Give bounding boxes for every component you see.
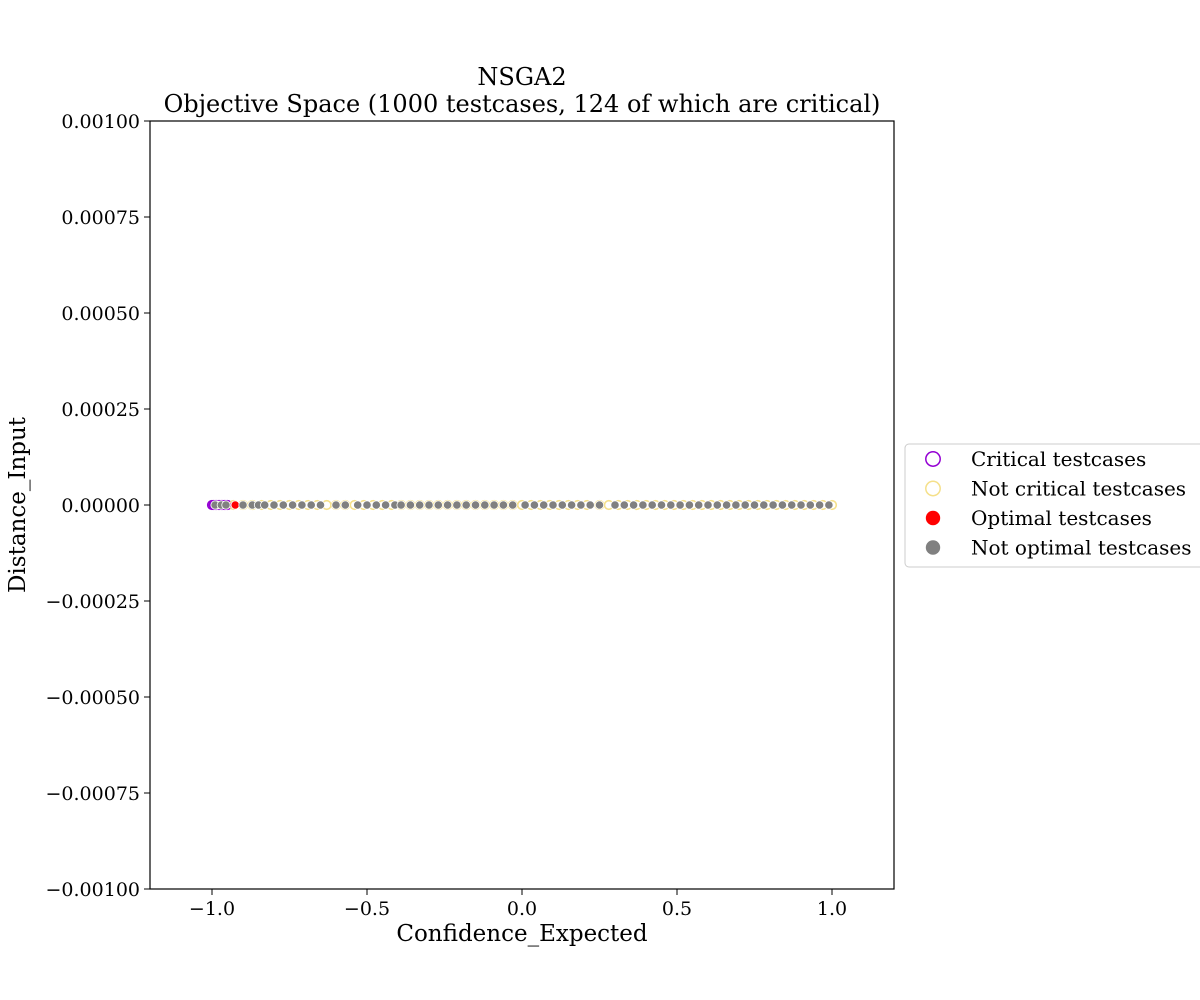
data-point-3-40 bbox=[585, 500, 595, 510]
data-point-3-13 bbox=[331, 500, 341, 510]
x-tick-label: 1.0 bbox=[817, 898, 847, 920]
y-tick-label: 0.00025 bbox=[61, 399, 140, 421]
y-tick-label: 0.00100 bbox=[61, 111, 140, 133]
data-point-3-61 bbox=[787, 500, 797, 510]
y-tick-label: 0.00050 bbox=[61, 303, 140, 325]
legend: Critical testcases Not critical testcases… bbox=[904, 443, 1200, 568]
data-point-3-60 bbox=[777, 500, 788, 510]
data-point-3-59 bbox=[768, 500, 778, 510]
y-tick-label: −0.00100 bbox=[46, 879, 141, 901]
data-point-3-46 bbox=[647, 500, 657, 510]
data-points bbox=[206, 499, 838, 511]
data-point-3-41 bbox=[594, 500, 605, 510]
data-point-3-15 bbox=[353, 500, 363, 510]
x-axis-label: Confidence_Expected bbox=[396, 921, 648, 947]
data-point-3-28 bbox=[470, 500, 481, 510]
x-tick-label: −1.0 bbox=[189, 898, 235, 920]
y-axis-ticks: 0.00100 0.00075 0.00050 0.00025 0.00000 −0.00… bbox=[46, 111, 150, 901]
data-point-3-50 bbox=[684, 500, 695, 510]
data-point-3-16 bbox=[362, 500, 372, 510]
data-point-3-64 bbox=[814, 500, 825, 510]
legend-label-1: Not critical testcases bbox=[971, 477, 1186, 501]
legend-marker-3 bbox=[925, 540, 941, 555]
x-tick-label: −0.5 bbox=[344, 898, 390, 920]
y-tick-label: −0.00075 bbox=[46, 783, 141, 805]
data-point-3-44 bbox=[628, 500, 639, 510]
x-tick-label: 0.5 bbox=[662, 898, 692, 920]
data-point-3-56 bbox=[740, 500, 750, 510]
x-tick-label: 0.0 bbox=[507, 898, 537, 920]
chart-subtitle: Objective Space (1000 testcases, 124 of … bbox=[164, 90, 881, 118]
data-point-3-30 bbox=[489, 500, 499, 510]
data-point-3-47 bbox=[656, 500, 667, 510]
data-point-3-22 bbox=[415, 500, 425, 510]
legend-marker-2 bbox=[925, 510, 941, 526]
data-point-3-18 bbox=[380, 500, 391, 510]
data-point-3-45 bbox=[638, 500, 648, 510]
legend-marker-0 bbox=[925, 451, 941, 467]
data-point-2-1 bbox=[230, 500, 240, 510]
data-point-3-2 bbox=[221, 500, 231, 510]
data-point-3-55 bbox=[731, 500, 741, 510]
data-point-3-24 bbox=[433, 500, 443, 510]
data-point-3-17 bbox=[371, 500, 381, 510]
data-point-3-34 bbox=[529, 500, 540, 510]
data-point-3-10 bbox=[297, 500, 307, 510]
legend-box bbox=[904, 443, 1200, 568]
data-point-3-8 bbox=[278, 500, 288, 510]
data-point-3-53 bbox=[712, 500, 722, 510]
x-axis-ticks: −1.0 −0.5 0.0 0.5 1.0 bbox=[189, 889, 847, 920]
data-point-3-27 bbox=[461, 500, 471, 510]
data-point-3-36 bbox=[548, 500, 558, 510]
data-point-3-29 bbox=[480, 500, 490, 510]
data-point-3-37 bbox=[557, 500, 567, 510]
data-point-3-21 bbox=[405, 500, 415, 510]
y-axis-label: Distance_Input bbox=[5, 416, 31, 593]
chart-title: NSGA2 bbox=[477, 63, 566, 91]
data-point-3-26 bbox=[452, 500, 462, 510]
data-point-3-14 bbox=[340, 500, 350, 510]
data-point-3-38 bbox=[566, 500, 577, 510]
data-point-3-51 bbox=[694, 500, 704, 510]
data-point-3-49 bbox=[675, 500, 685, 510]
y-tick-label: −0.00025 bbox=[46, 591, 141, 613]
data-point-3-58 bbox=[759, 500, 769, 510]
data-point-3-33 bbox=[520, 500, 530, 510]
data-point-3-48 bbox=[666, 500, 676, 510]
data-point-3-63 bbox=[805, 500, 815, 510]
data-point-3-39 bbox=[576, 500, 586, 510]
data-point-3-52 bbox=[703, 500, 713, 510]
data-point-3-3 bbox=[238, 500, 248, 510]
data-point-3-62 bbox=[796, 500, 806, 510]
y-tick-label: 0.00000 bbox=[61, 495, 140, 517]
legend-label-0: Critical testcases bbox=[971, 447, 1146, 471]
data-point-3-65 bbox=[824, 500, 834, 510]
data-point-3-42 bbox=[610, 500, 620, 510]
data-point-3-43 bbox=[619, 500, 629, 510]
data-point-3-12 bbox=[315, 500, 326, 510]
data-point-3-25 bbox=[442, 500, 453, 510]
data-point-3-7 bbox=[269, 500, 279, 510]
data-point-3-31 bbox=[498, 500, 508, 510]
data-point-3-6 bbox=[260, 500, 270, 510]
data-point-3-54 bbox=[721, 500, 732, 510]
data-point-3-35 bbox=[539, 500, 549, 510]
legend-label-3: Not optimal testcases bbox=[971, 536, 1192, 560]
data-point-3-11 bbox=[306, 500, 316, 510]
y-tick-label: −0.00050 bbox=[46, 687, 141, 709]
legend-marker-1 bbox=[925, 480, 941, 497]
data-point-3-57 bbox=[749, 500, 760, 510]
legend-label-2: Optimal testcases bbox=[971, 506, 1152, 530]
data-point-3-32 bbox=[508, 500, 518, 510]
y-tick-label: 0.00075 bbox=[61, 207, 140, 229]
data-point-3-23 bbox=[424, 500, 434, 510]
data-point-3-20 bbox=[396, 500, 406, 510]
data-point-3-9 bbox=[287, 500, 298, 510]
